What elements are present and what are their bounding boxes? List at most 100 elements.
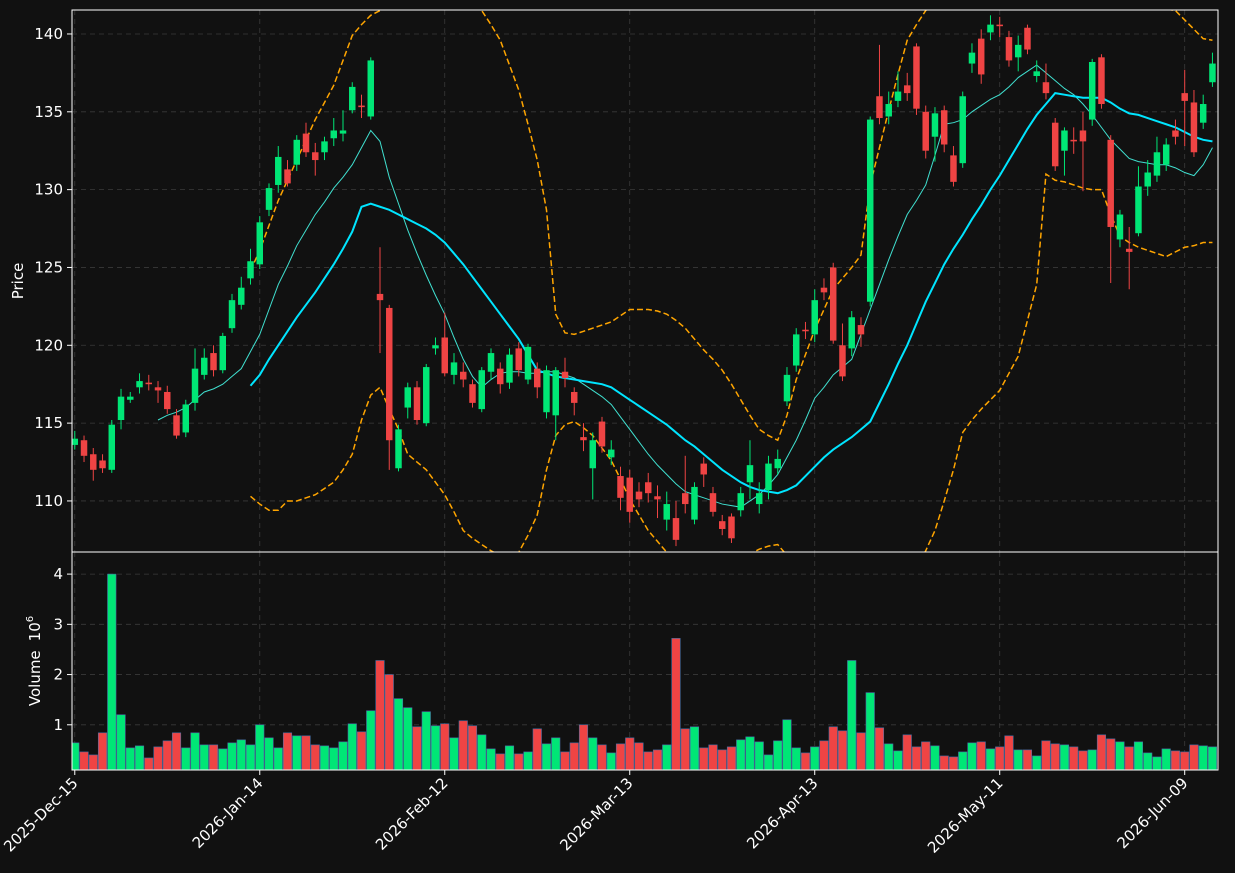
volume-bar	[356, 731, 367, 770]
candle-body	[977, 38, 985, 75]
candle-body	[691, 486, 698, 520]
volume-bar	[680, 728, 690, 770]
volume-bar	[218, 748, 228, 770]
candle-body	[478, 370, 485, 410]
volume-bar	[1050, 743, 1060, 770]
volume-bar	[689, 726, 700, 770]
volume-bar	[144, 757, 154, 770]
volume-bar	[985, 748, 996, 770]
candle-body	[349, 86, 356, 111]
candle-body	[182, 404, 190, 433]
price-axis-label: Price	[9, 263, 27, 300]
volume-bar	[1013, 749, 1023, 770]
volume-bar	[560, 751, 570, 770]
volume-bar	[1115, 741, 1125, 770]
candle-body	[321, 141, 328, 153]
y-tick-label: 1	[53, 716, 63, 734]
candle-body	[293, 139, 300, 165]
candle-body	[367, 60, 374, 117]
volume-bar	[1124, 746, 1134, 770]
volume-bar	[310, 744, 320, 770]
volume-bar	[1161, 748, 1171, 770]
candle-body	[256, 222, 263, 265]
volume-bar	[948, 756, 959, 770]
y-tick-label: 115	[34, 414, 63, 432]
candle-body	[450, 362, 458, 375]
volume-bar	[995, 746, 1005, 770]
candle-body	[589, 440, 596, 469]
candle-body	[1088, 61, 1096, 120]
volume-bar	[763, 754, 774, 770]
volume-bar	[236, 739, 246, 770]
candle-body	[506, 354, 513, 383]
volume-bar	[181, 747, 191, 770]
volume-bar	[1078, 750, 1088, 770]
volume-bar	[1152, 756, 1162, 770]
candle-body	[72, 438, 79, 445]
volume-bar	[514, 753, 524, 770]
candle-body	[645, 482, 652, 494]
candle-body	[80, 440, 88, 456]
candle-body	[136, 381, 143, 388]
volume-bar	[1198, 745, 1208, 770]
volume-bar	[819, 740, 829, 770]
candle-body	[737, 493, 744, 511]
volume-bar	[393, 698, 404, 770]
volume-bar	[708, 744, 718, 770]
indicator-line	[250, 172, 1213, 552]
volume-bar	[1189, 744, 1199, 770]
candle-body	[654, 496, 661, 500]
volume-bar	[107, 573, 117, 770]
volume-bar	[504, 745, 515, 770]
y-tick-label: 4	[53, 565, 63, 583]
volume-bar	[1004, 735, 1014, 770]
volume-bar	[338, 741, 348, 770]
candle-body	[413, 387, 421, 421]
volume-bar	[264, 737, 274, 770]
candle-body	[608, 449, 615, 458]
volume-bar	[1041, 740, 1051, 770]
candle-body	[515, 348, 522, 371]
candle-body	[783, 374, 791, 402]
y-tick-label: 2	[53, 666, 63, 684]
volume-exponent: 6	[25, 616, 36, 622]
candle-body	[534, 368, 541, 388]
indicator-line	[249, 10, 1213, 442]
candle-body	[1042, 82, 1050, 94]
volume-bar	[430, 725, 441, 770]
candle-body	[173, 415, 180, 436]
volume-bar	[754, 741, 764, 770]
candle-body	[1153, 152, 1161, 176]
candle-body	[1051, 122, 1059, 167]
volume-bar	[662, 744, 672, 770]
volume-bar	[847, 660, 857, 770]
volume-bar	[375, 660, 385, 770]
volume-bar	[153, 746, 163, 770]
y-tick-label: 3	[53, 615, 63, 633]
volume-bar	[477, 734, 487, 770]
volume-axis-label: Volume 106	[25, 616, 44, 706]
candle-body	[1125, 248, 1133, 252]
volume-bar	[245, 744, 256, 770]
volume-bar	[449, 737, 459, 770]
volume-bar	[1143, 752, 1153, 770]
volume-multiplier: 10	[26, 622, 44, 641]
volume-bar	[403, 707, 413, 770]
volume-bar	[643, 751, 653, 770]
candle-body	[1061, 130, 1068, 151]
volume-bar	[495, 753, 505, 770]
volume-bar	[1069, 746, 1079, 770]
candle-body	[1135, 186, 1142, 234]
candle-body	[820, 287, 828, 293]
candle-body	[154, 387, 162, 391]
candle-body	[580, 437, 587, 441]
candle-body	[885, 104, 892, 117]
candle-body	[802, 329, 809, 332]
candle-body	[127, 396, 134, 400]
volume-bar	[541, 743, 552, 770]
candle-body	[1209, 63, 1216, 83]
volume-bar	[301, 735, 311, 770]
volume-bar	[125, 747, 135, 770]
candle-body	[959, 96, 966, 164]
